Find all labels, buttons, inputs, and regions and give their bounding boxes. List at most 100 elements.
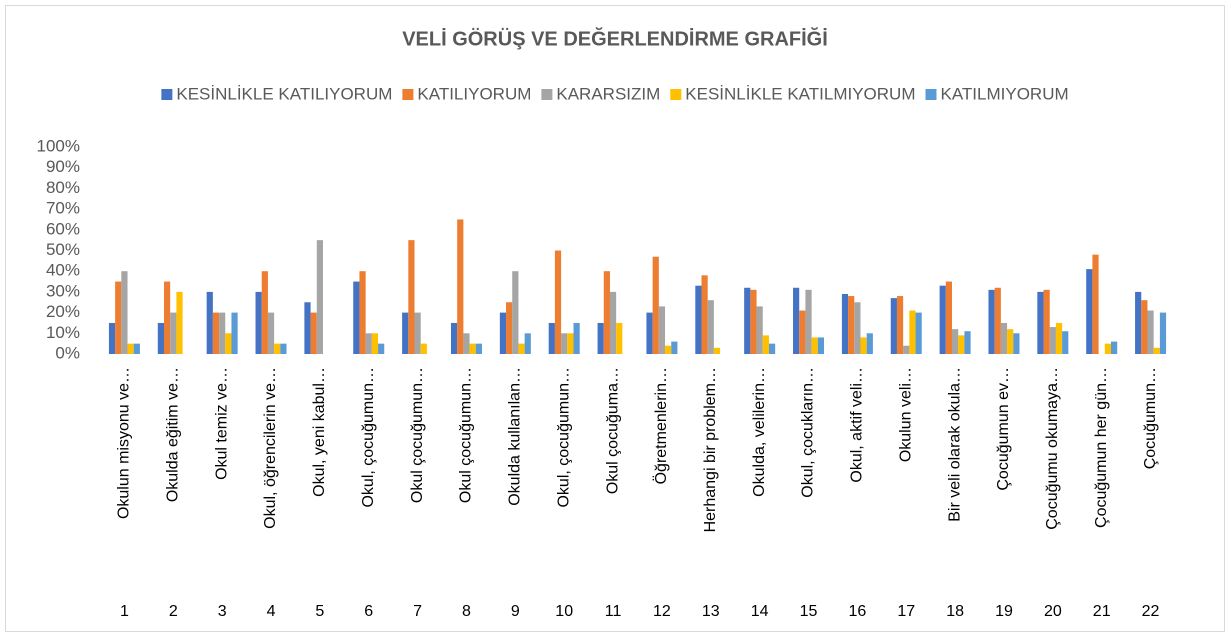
legend: KESİNLİKLE KATILIYORUM KATILIYORUM KARARSI… bbox=[161, 84, 1069, 103]
x-tick-label: Çocuğumun ev… bbox=[995, 367, 1012, 491]
category-number: 18 bbox=[946, 603, 964, 620]
x-tick-label: Okul, yeni kabul… bbox=[311, 367, 328, 497]
category-number: 4 bbox=[267, 603, 276, 620]
bar bbox=[206, 291, 213, 354]
bar bbox=[866, 333, 873, 354]
bar bbox=[1135, 291, 1142, 354]
bar bbox=[793, 287, 800, 354]
bar bbox=[353, 281, 360, 354]
category-number: 7 bbox=[413, 603, 422, 620]
bar bbox=[450, 322, 458, 354]
x-tick-label: Okul çocuğumun… bbox=[458, 367, 475, 503]
bar bbox=[506, 302, 513, 354]
x-tick-label: Okul, öğrencilerin ve… bbox=[262, 367, 279, 529]
x-tick-label: Okul, çocuğumun… bbox=[555, 367, 572, 508]
x-tick-label: Herhangi bir problem… bbox=[702, 367, 719, 532]
bar bbox=[567, 333, 574, 354]
x-tick-label: Okul çocuğuma… bbox=[604, 367, 621, 494]
x-tick-label: Okul çocuğumun… bbox=[409, 367, 426, 503]
category-number: 8 bbox=[462, 603, 471, 620]
category-number: 14 bbox=[751, 603, 769, 620]
bar bbox=[1037, 291, 1044, 354]
category-number: 16 bbox=[848, 603, 866, 620]
bar bbox=[115, 281, 122, 354]
legend-swatch bbox=[670, 89, 682, 100]
chart-title: VELİ GÖRÜŞ VE DEĞERLENDİRME GRAFİĞİ bbox=[402, 26, 828, 50]
category-number: 20 bbox=[1044, 603, 1062, 620]
bar bbox=[108, 322, 116, 354]
x-tick-label: Çocuğumun… bbox=[1142, 367, 1159, 469]
bar bbox=[762, 335, 769, 354]
x-tick-label: Okulun misyonu ve… bbox=[116, 367, 133, 519]
bar bbox=[1147, 310, 1154, 354]
legend-label: KESİNLİKLE KATILIYORUM bbox=[176, 84, 392, 103]
category-number: 15 bbox=[800, 603, 818, 620]
bar bbox=[365, 333, 372, 354]
bar bbox=[841, 293, 849, 354]
x-tick-label: Okul, aktif veli… bbox=[849, 367, 866, 483]
bar bbox=[939, 285, 946, 354]
category-number: 5 bbox=[315, 603, 324, 620]
bar bbox=[756, 306, 763, 354]
bar bbox=[359, 271, 366, 354]
bar bbox=[695, 285, 702, 354]
bar bbox=[524, 333, 531, 354]
x-tick-label: Öğretmenlerin… bbox=[652, 367, 670, 484]
bar bbox=[212, 312, 220, 354]
bar bbox=[176, 291, 183, 354]
bar bbox=[1092, 254, 1099, 354]
bar bbox=[371, 333, 379, 354]
category-number: 21 bbox=[1093, 603, 1111, 620]
bar bbox=[671, 341, 678, 354]
category-number: 2 bbox=[169, 603, 178, 620]
bar bbox=[854, 302, 861, 354]
x-tick-label: Okulda eğitim ve… bbox=[165, 367, 182, 502]
bar bbox=[133, 343, 140, 354]
y-tick-label: 40% bbox=[46, 261, 80, 280]
bar bbox=[1013, 333, 1020, 354]
category-number: 3 bbox=[218, 603, 227, 620]
legend-swatch bbox=[925, 89, 937, 100]
category-number: 1 bbox=[120, 603, 129, 620]
bar bbox=[561, 333, 568, 354]
category-number: 12 bbox=[653, 603, 671, 620]
category-number: 10 bbox=[555, 603, 573, 620]
bar bbox=[280, 343, 287, 354]
bar bbox=[512, 271, 519, 354]
legend-label: KESİNLİKLE KATILMIYORUM bbox=[685, 84, 915, 103]
bar bbox=[713, 347, 721, 354]
bar bbox=[1062, 331, 1069, 354]
category-number: 9 bbox=[511, 603, 520, 620]
bar bbox=[457, 219, 464, 354]
bar bbox=[805, 289, 812, 354]
bar bbox=[994, 287, 1001, 354]
bar bbox=[1159, 312, 1167, 354]
legend-swatch bbox=[402, 89, 414, 100]
y-tick-label: 100% bbox=[37, 136, 80, 155]
bar bbox=[408, 240, 415, 354]
y-tick-label: 50% bbox=[46, 240, 80, 259]
bar bbox=[652, 256, 659, 354]
bar bbox=[548, 322, 555, 354]
category-number: 17 bbox=[897, 603, 915, 620]
bar bbox=[616, 322, 623, 354]
bar bbox=[414, 312, 421, 354]
bar bbox=[378, 343, 385, 354]
x-tick-label: Bir veli olarak okula… bbox=[946, 367, 963, 522]
bar bbox=[952, 329, 959, 354]
bar bbox=[163, 281, 171, 354]
bar bbox=[646, 312, 653, 354]
bar bbox=[274, 343, 281, 354]
bar bbox=[603, 271, 610, 354]
bar bbox=[1153, 347, 1160, 354]
bar bbox=[1007, 329, 1014, 354]
x-tick-label: Okul temiz ve… bbox=[213, 367, 230, 480]
bar bbox=[573, 322, 580, 354]
bar bbox=[310, 312, 317, 354]
bar bbox=[1049, 327, 1056, 354]
bar bbox=[896, 296, 904, 354]
bar bbox=[261, 271, 268, 354]
bar bbox=[848, 296, 855, 354]
bar bbox=[420, 343, 427, 354]
